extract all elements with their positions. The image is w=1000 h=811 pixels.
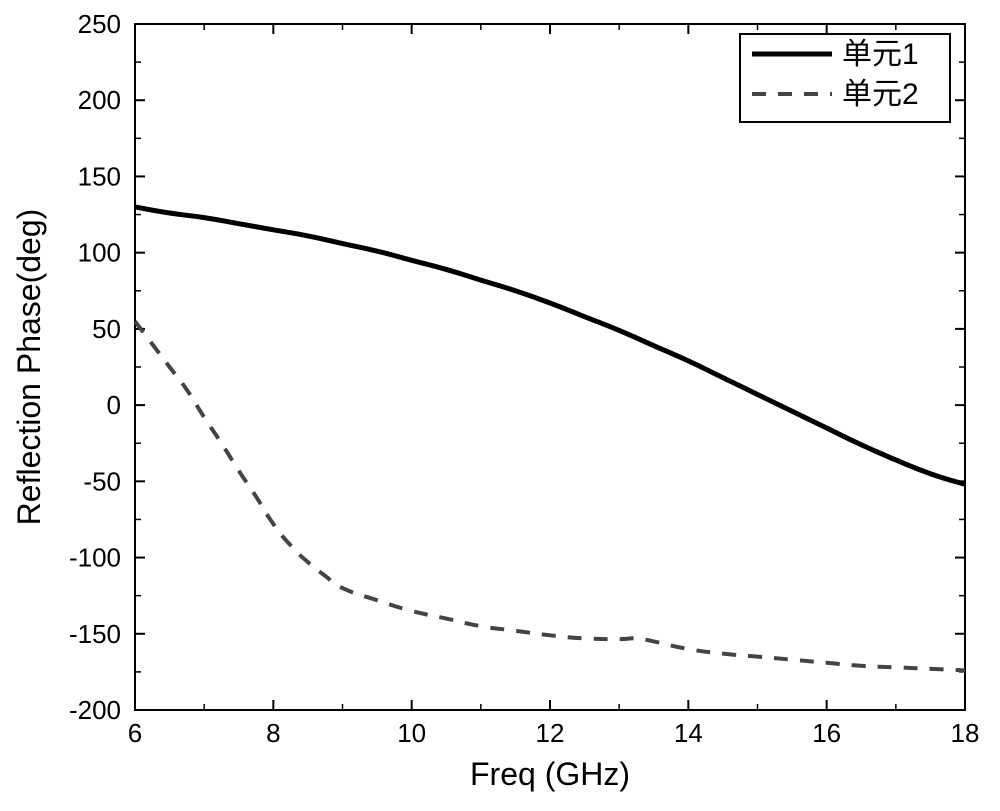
x-tick-label: 18	[951, 718, 980, 748]
legend-label: 单元2	[842, 78, 919, 111]
y-tick-label: 100	[78, 238, 121, 268]
y-tick-label: -100	[69, 543, 121, 573]
plot-border	[135, 24, 965, 710]
series-line-2	[135, 321, 965, 670]
x-axis-title: Freq (GHz)	[470, 756, 630, 792]
chart-svg: 6 8 10 12 14 16 18 -200 -150 -100 -50 0 50 100 150 200 2…	[0, 0, 1000, 811]
y-tick-label: 0	[107, 390, 121, 420]
x-tick-label: 16	[812, 718, 841, 748]
y-tick-label: 200	[78, 85, 121, 115]
y-tick-label: 250	[78, 9, 121, 39]
y-tick-label: -200	[69, 695, 121, 725]
x-tick-label: 12	[536, 718, 565, 748]
series-line-1	[135, 207, 965, 484]
y-tick-label: 150	[78, 161, 121, 191]
x-tick-label: 14	[674, 718, 703, 748]
y-tick-label: -50	[83, 466, 121, 496]
x-tick-label: 10	[397, 718, 426, 748]
chart-container: 6 8 10 12 14 16 18 -200 -150 -100 -50 0 50 100 150 200 2…	[0, 0, 1000, 811]
y-axis-title: Reflection Phase(deg)	[11, 209, 47, 526]
y-tick-label: -150	[69, 619, 121, 649]
x-tick-label: 6	[128, 718, 142, 748]
legend-label: 单元1	[842, 38, 919, 71]
y-tick-label: 50	[92, 314, 121, 344]
x-tick-label: 8	[266, 718, 280, 748]
